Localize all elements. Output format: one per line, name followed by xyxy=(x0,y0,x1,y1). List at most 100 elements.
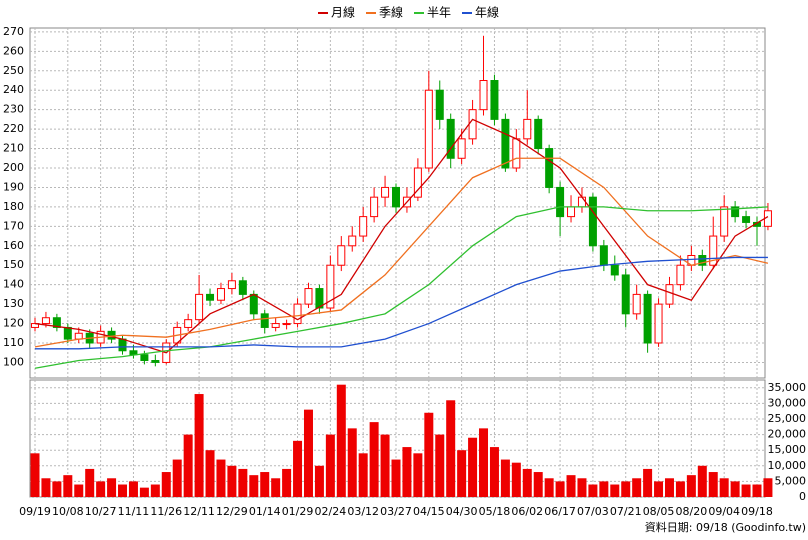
candle-body xyxy=(337,245,346,266)
volume-bar xyxy=(391,459,401,497)
x-tick-label: 09/04 xyxy=(708,505,740,518)
volume-bar xyxy=(172,459,182,497)
candle-body xyxy=(41,317,50,325)
y-tick-label: 120 xyxy=(3,317,24,330)
volume-bar xyxy=(632,478,642,497)
y2-tick-label: 0 xyxy=(799,490,806,503)
ma-line xyxy=(34,157,769,348)
y-tick-label: 100 xyxy=(3,355,24,368)
candle-body xyxy=(742,216,751,223)
volume-bar xyxy=(610,484,620,497)
candle-body xyxy=(665,284,674,305)
y-tick-label: 210 xyxy=(3,142,24,155)
legend-label: 月線 xyxy=(331,5,355,20)
candle-body xyxy=(676,264,685,286)
x-tick-label: 03/27 xyxy=(380,505,412,518)
candle-body xyxy=(348,235,357,247)
candle-body xyxy=(326,264,335,309)
footer-note: 資料日期: 09/18 (Goodinfo.tw) xyxy=(645,520,806,534)
x-tick-label: 08/20 xyxy=(676,505,708,518)
volume-bar xyxy=(522,468,532,497)
y-tick-label: 240 xyxy=(3,83,24,96)
candle-body xyxy=(501,118,510,169)
x-tick-label: 10/27 xyxy=(85,505,117,518)
x-tick-label: 12/11 xyxy=(183,505,215,518)
x-tick-label: 08/05 xyxy=(643,505,675,518)
volume-bar xyxy=(293,440,303,497)
volume-bar xyxy=(303,409,313,497)
volume-bar xyxy=(107,478,117,497)
x-tick-label: 09/18 xyxy=(741,505,773,518)
x-tick-label: 09/19 xyxy=(19,505,51,518)
volume-bar xyxy=(686,475,696,497)
y-tick-label: 110 xyxy=(3,336,24,349)
volume-bar xyxy=(249,475,259,497)
y2-tick-label: 10,000 xyxy=(768,459,807,472)
volume-bar xyxy=(205,450,215,497)
candle-body xyxy=(238,280,247,295)
x-tick-label: 07/21 xyxy=(610,505,642,518)
x-tick-label: 05/18 xyxy=(479,505,511,518)
volume-bar xyxy=(85,468,95,497)
volume-bar xyxy=(544,478,554,497)
volume-bar xyxy=(238,468,248,497)
volume-bar xyxy=(697,465,707,497)
volume-bar xyxy=(479,428,489,497)
x-tick-label: 01/14 xyxy=(249,505,281,518)
volume-bar xyxy=(150,484,160,497)
candle-body xyxy=(184,319,193,328)
volume-bar xyxy=(282,468,292,497)
y2-tick-label: 30,000 xyxy=(768,396,807,409)
volume-bar xyxy=(588,484,598,497)
candle-body xyxy=(523,118,532,140)
volume-bar xyxy=(577,478,587,497)
volume-bar xyxy=(533,472,543,497)
candle-body xyxy=(129,350,138,356)
x-tick-label: 06/17 xyxy=(544,505,576,518)
volume-bar xyxy=(314,465,324,497)
x-tick-label: 03/12 xyxy=(347,505,379,518)
x-tick-label: 04/30 xyxy=(446,505,478,518)
x-tick-label: 12/29 xyxy=(216,505,248,518)
x-tick-label: 11/26 xyxy=(150,505,182,518)
volume-bar xyxy=(424,412,434,497)
candle-body xyxy=(577,196,586,208)
volume-bar xyxy=(730,481,740,497)
volume-bar xyxy=(457,450,467,497)
volume-bar xyxy=(63,475,73,497)
candle-body xyxy=(151,360,160,363)
candle-body xyxy=(304,288,313,305)
volume-bar xyxy=(194,394,204,497)
candle-body xyxy=(599,245,608,266)
volume-bar xyxy=(555,481,565,497)
ma-line xyxy=(34,206,768,369)
volume-bar xyxy=(347,428,357,497)
volume-bar xyxy=(118,484,128,497)
volume-bar xyxy=(752,484,762,497)
candle-body xyxy=(457,138,466,159)
volume-bar xyxy=(325,434,335,497)
y-tick-label: 170 xyxy=(3,219,24,232)
candle-body xyxy=(698,255,707,266)
candle-body xyxy=(534,118,543,150)
y-tick-label: 260 xyxy=(3,44,24,57)
volume-bar xyxy=(599,481,609,497)
candle-body xyxy=(107,330,116,340)
volume-bar xyxy=(260,472,270,497)
x-tick-label: 11/11 xyxy=(118,505,150,518)
y-tick-label: 220 xyxy=(3,122,24,135)
candle-body xyxy=(654,303,663,344)
y2-tick-label: 35,000 xyxy=(768,381,807,394)
y2-tick-label: 5,000 xyxy=(775,474,807,487)
y-tick-label: 250 xyxy=(3,64,24,77)
volume-bar xyxy=(52,481,62,497)
candle-body xyxy=(479,80,488,111)
legend-label: 季線 xyxy=(379,5,403,20)
candle-body xyxy=(446,118,455,159)
candle-body xyxy=(195,293,204,321)
candle-body xyxy=(260,313,269,328)
candle-body xyxy=(52,317,61,328)
ma-line xyxy=(34,118,769,354)
candle-body xyxy=(556,186,565,218)
candle-body xyxy=(118,338,127,352)
